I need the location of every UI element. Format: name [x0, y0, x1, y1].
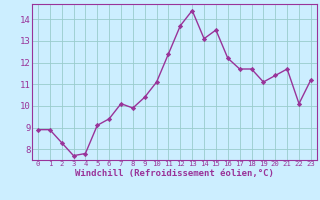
X-axis label: Windchill (Refroidissement éolien,°C): Windchill (Refroidissement éolien,°C)	[75, 169, 274, 178]
